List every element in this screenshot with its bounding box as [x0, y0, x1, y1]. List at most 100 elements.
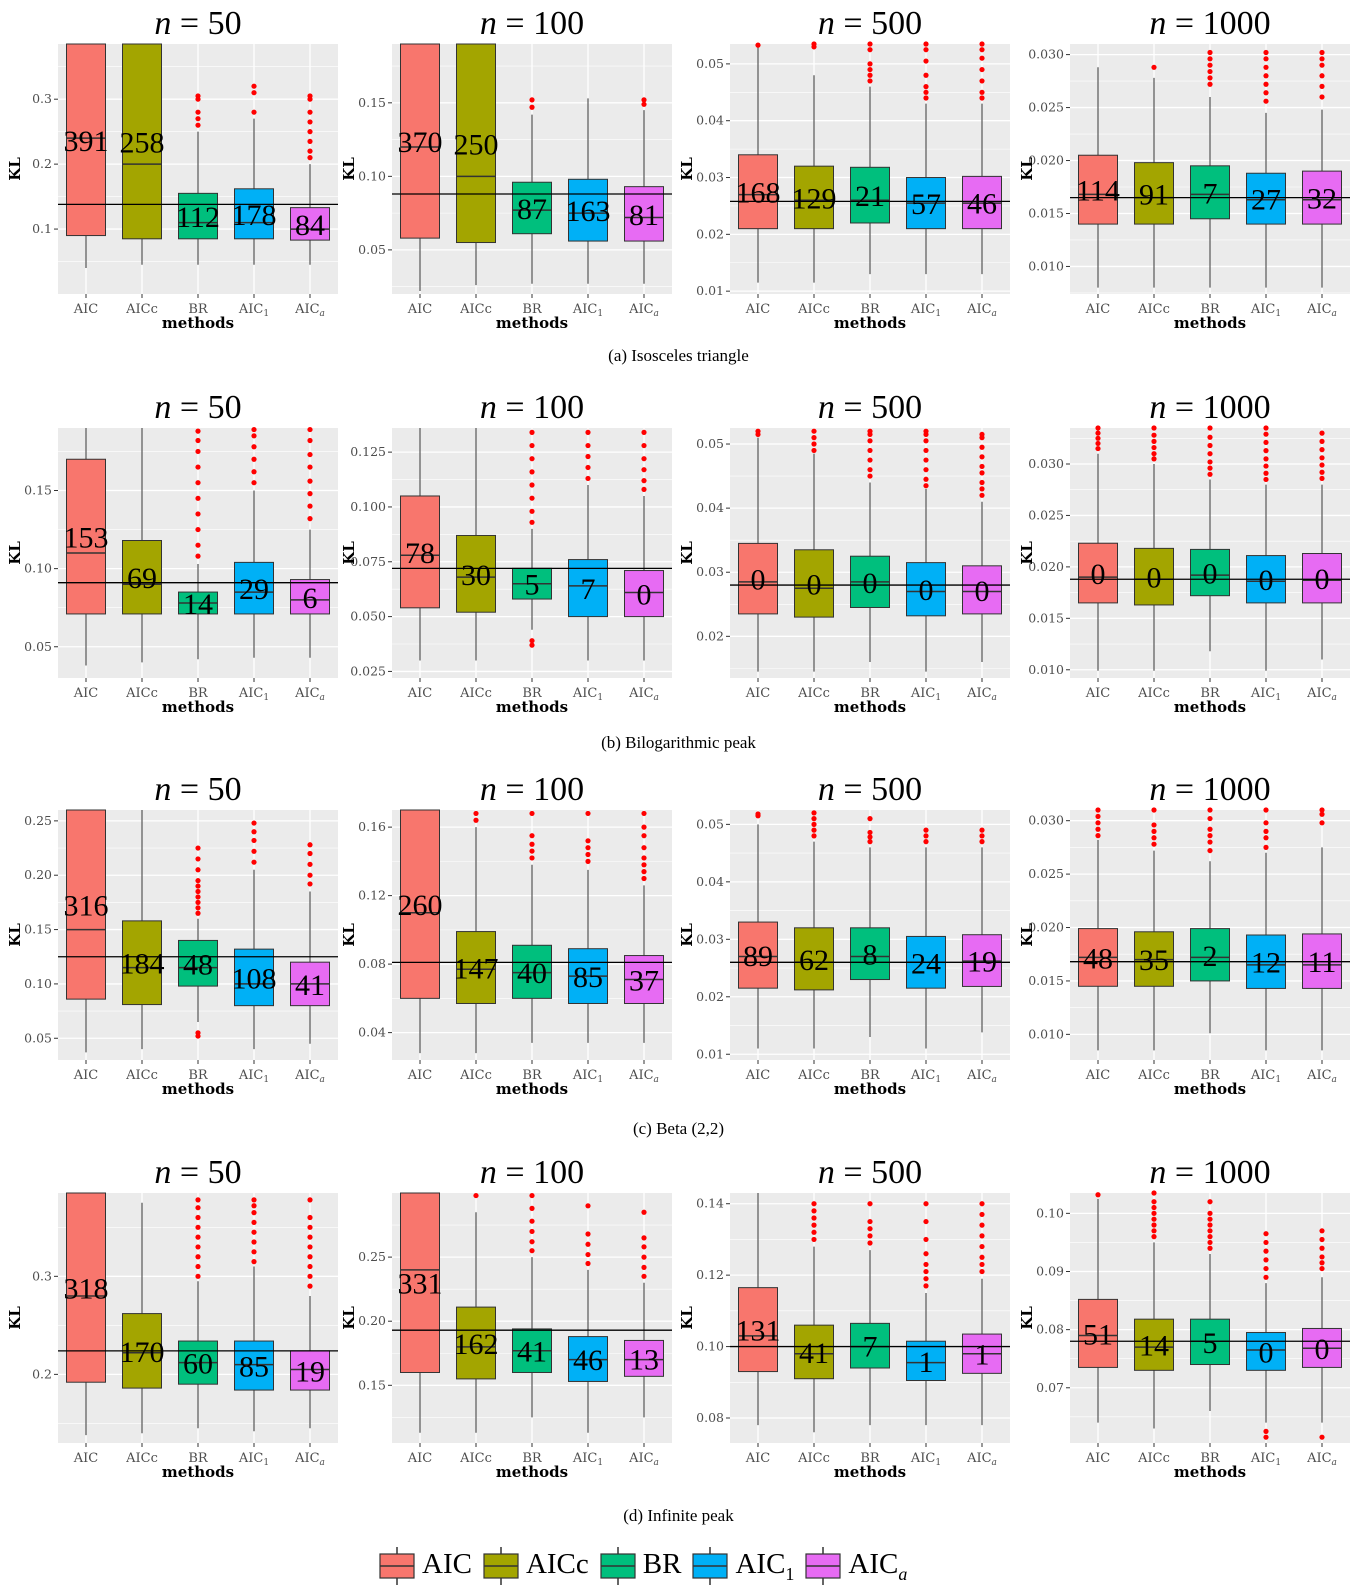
count-label-r0-p1-0: 370 [398, 126, 443, 159]
box-r1-p0-1 [122, 540, 162, 615]
x-tick-label-r3-p0-2: BR [188, 1451, 209, 1466]
count-label-r0-p3-2: 7 [1203, 177, 1218, 210]
outlier-r3-p2-3 [923, 1218, 929, 1225]
outlier-r3-p2-4 [979, 1201, 985, 1207]
outlier-r2-p3-4 [1319, 807, 1325, 813]
outlier-r2-p1-4 [641, 875, 647, 882]
outlier-r1-p0-3 [251, 480, 257, 486]
outlier-r2-p0-2 [195, 899, 201, 905]
x-tick-label-r1-p2-3: AIC1 [910, 686, 941, 703]
panel-title-r0-p0: n = 50 [154, 5, 241, 42]
outlier-r3-p3-3 [1263, 1434, 1269, 1440]
outlier-r3-p3-1 [1151, 1228, 1157, 1234]
outlier-r0-p3-3 [1263, 64, 1269, 70]
count-label-r3-p2-0: 131 [736, 1315, 781, 1348]
outlier-r3-p0-4 [307, 1273, 313, 1279]
outlier-r2-p3-1 [1151, 822, 1157, 828]
outlier-r3-p3-1 [1151, 1216, 1157, 1222]
outlier-r1-p2-2 [867, 457, 873, 463]
legend-key-aicc [483, 1547, 519, 1585]
x-axis-label-r2-p3: methods [1174, 1080, 1246, 1098]
count-label-r2-p0-3: 108 [232, 962, 277, 995]
y-tick-label-r1-p3: 0.010 [1028, 662, 1064, 677]
box-r3-p1-0 [400, 1192, 440, 1373]
count-label-r1-p3-1: 0 [1147, 562, 1162, 595]
outlier-r1-p2-2 [867, 428, 873, 434]
outlier-r0-p2-2 [867, 72, 873, 78]
outlier-r2-p0-4 [307, 872, 313, 878]
box-r0-p2-1 [794, 165, 834, 230]
outlier-r1-p3-4 [1319, 455, 1325, 461]
outlier-r1-p3-2 [1207, 442, 1213, 449]
outlier-r3-p1-3 [585, 1251, 591, 1258]
outlier-r3-p2-3 [923, 1276, 929, 1282]
outlier-r1-p1-4 [641, 486, 647, 493]
y-tick-label-r2-p3: 0.020 [1028, 920, 1064, 935]
y-tick-label-r3-p1: 0.20 [358, 1313, 386, 1328]
outlier-r0-p3-2 [1207, 81, 1213, 87]
outlier-r1-p0-3 [251, 433, 257, 439]
outlier-r1-p0-4 [307, 464, 313, 470]
outlier-r2-p2-2 [867, 829, 873, 836]
outlier-r1-p2-4 [979, 479, 985, 486]
x-tick-label-r0-p0-0: AIC [73, 302, 99, 317]
x-tick-label-r1-p3-4: AICa [1306, 686, 1337, 703]
outlier-r3-p0-3 [251, 1219, 257, 1226]
box-r2-p3-2 [1190, 928, 1230, 982]
outlier-r3-p2-2 [867, 1218, 873, 1225]
x-tick-label-r0-p1-1: AICc [459, 302, 492, 317]
row-caption-c: (c) Beta (2,2) [632, 1119, 725, 1138]
panel-title-r3-p2: n = 500 [818, 1154, 922, 1191]
outlier-r2-p0-4 [307, 842, 313, 848]
outlier-r3-p3-2 [1207, 1245, 1213, 1251]
x-tick-label-r3-p0-3: AIC1 [238, 1451, 269, 1468]
row-caption-d: (d) Infinite peak [623, 1506, 734, 1525]
outlier-r2-p1-4 [641, 869, 647, 875]
x-tick-label-r2-p1-0: AIC [407, 1068, 433, 1083]
x-tick-label-r0-p0-2: BR [188, 302, 209, 317]
count-label-r1-p3-2: 0 [1203, 558, 1218, 591]
y-tick-label-r2-p1: 0.08 [358, 956, 386, 971]
y-tick-label-r3-p3: 0.09 [1036, 1263, 1064, 1278]
box-r1-p3-1 [1134, 547, 1174, 606]
panel-title-r1-p2: n = 500 [818, 389, 922, 426]
box-r3-p3-3 [1246, 1332, 1286, 1371]
outlier-r0-p3-4 [1319, 56, 1325, 62]
outlier-r3-p2-3 [923, 1268, 929, 1275]
outlier-r0-p2-4 [979, 47, 985, 53]
x-tick-label-r0-p1-0: AIC [407, 302, 433, 317]
outlier-r0-p3-3 [1263, 73, 1269, 79]
x-tick-label-r1-p1-2: BR [522, 686, 543, 701]
outlier-r1-p1-2 [529, 469, 535, 475]
x-tick-label-r2-p0-1: AICc [125, 1068, 158, 1083]
legend-item-aic1: AIC1 [691, 1547, 794, 1585]
outlier-r1-p1-4 [641, 478, 647, 484]
panel-title-r0-p3: n = 1000 [1149, 5, 1270, 42]
outlier-r2-p3-0 [1095, 820, 1101, 826]
outlier-r1-p2-1 [811, 441, 817, 447]
box-r1-p0-3 [234, 561, 274, 615]
y-tick-label-r3-p2: 0.12 [696, 1267, 724, 1282]
outlier-r3-p1-3 [585, 1260, 591, 1267]
box-r0-p1-3 [568, 178, 608, 242]
legend-label-aica: AICa [848, 1547, 908, 1584]
count-label-r2-p3-1: 35 [1139, 944, 1169, 977]
outlier-r3-p0-4 [307, 1214, 313, 1221]
x-axis-label-r2-p1: methods [496, 1080, 568, 1098]
outlier-r1-p2-2 [867, 473, 873, 479]
x-tick-label-r1-p0-2: BR [188, 686, 209, 701]
outlier-r1-p2-4 [979, 492, 985, 498]
outlier-r1-p0-2 [195, 480, 201, 486]
outlier-r1-p3-1 [1151, 444, 1157, 451]
outlier-r3-p2-1 [811, 1229, 817, 1235]
count-label-r1-p0-3: 29 [239, 573, 269, 606]
y-tick-label-r2-p0: 0.20 [24, 867, 52, 882]
outlier-r2-p2-3 [923, 833, 929, 839]
outlier-r1-p3-2 [1207, 459, 1213, 465]
outlier-r2-p3-1 [1151, 835, 1157, 841]
row-caption-b: (b) Bilogarithmic peak [601, 733, 756, 752]
outlier-r1-p3-2 [1207, 465, 1213, 471]
x-tick-label-r2-p1-3: AIC1 [572, 1068, 603, 1085]
outlier-r2-p0-3 [251, 837, 257, 844]
panel-title-r1-p0: n = 50 [154, 389, 241, 426]
